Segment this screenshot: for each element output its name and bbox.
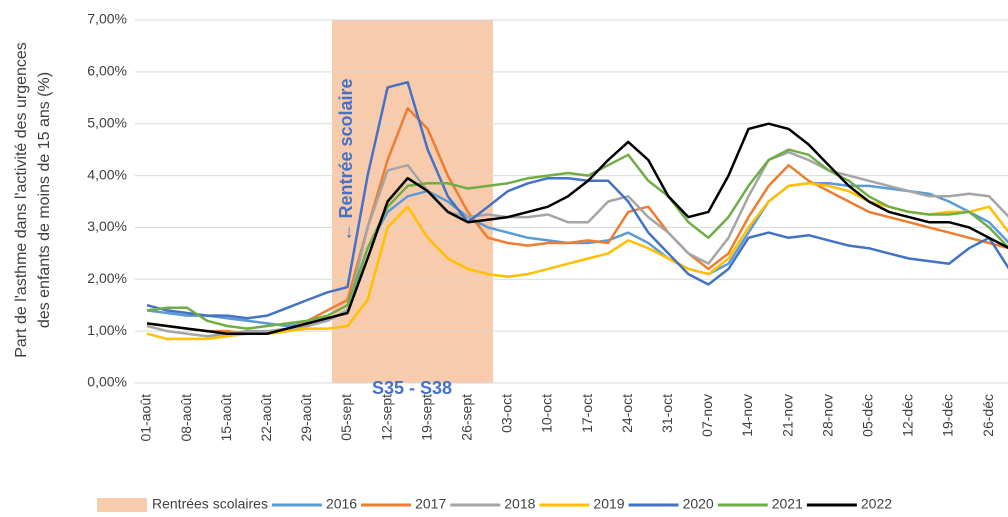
x-tick-label: 21-nov [779,394,795,437]
y-tick-label: 1,00% [87,322,127,338]
y-tick-label: 7,00% [87,11,127,27]
x-tick-label: 24-oct [619,394,635,433]
series-line [146,80,1008,320]
y-axis-label: des enfants de moins de 15 ans (%) [36,72,53,328]
x-tick-label: 19-déc [940,394,956,437]
legend-label: 2021 [772,496,803,512]
x-tick-label: 01-août [138,394,154,442]
legend-label: 2022 [861,496,892,512]
x-tick-label: 14-nov [739,394,755,437]
x-tick-label: 22-août [258,394,274,442]
x-tick-label: 07-nov [699,394,715,437]
line-layer [146,80,1008,341]
x-tick-label: 26-déc [980,394,996,437]
y-tick-label: 5,00% [87,114,127,130]
legend-swatch [97,498,147,512]
series-line [146,148,1008,330]
legend-label: 2016 [326,496,357,512]
y-tick-label: 3,00% [87,218,127,234]
x-tick-label: 05-déc [860,394,876,437]
legend-label: 2017 [415,496,446,512]
x-tick-label: 28-nov [819,394,835,437]
annotation: ← Rentrée scolaire [336,78,356,241]
x-tick-label: 19-sept [418,394,434,441]
y-tick-label: 2,00% [87,270,127,286]
school-band [332,20,493,383]
x-tick-label: 15-août [218,394,234,442]
x-tick-label: 26-sept [459,394,475,441]
annotation: S35 - S38 [372,378,452,398]
y-tick-label: 0,00% [87,374,127,390]
x-tick-label: 10-oct [539,394,555,433]
y-tick-label: 4,00% [87,166,127,182]
series-line [146,122,1008,335]
y-tick-label: 6,00% [87,63,127,79]
x-tick-label: 12-déc [900,394,916,437]
y-axis-label: Part de l'asthme dans l'activité des urg… [13,42,30,358]
legend-label: 2020 [683,496,714,512]
x-tick-label: 03-oct [499,394,515,433]
band-layer [332,20,493,383]
legend-label: Rentrées scolaires [152,496,268,512]
x-tick-label: 05-sept [338,394,354,441]
legend-label: 2019 [593,496,624,512]
x-tick-label: 08-août [178,394,194,442]
x-tick-label: 12-sept [378,394,394,441]
legend-label: 2018 [504,496,535,512]
x-tick-label: 31-oct [659,394,675,433]
x-tick-label: 29-août [298,394,314,442]
series-line [146,182,1008,328]
x-tick-label: 17-oct [579,394,595,433]
